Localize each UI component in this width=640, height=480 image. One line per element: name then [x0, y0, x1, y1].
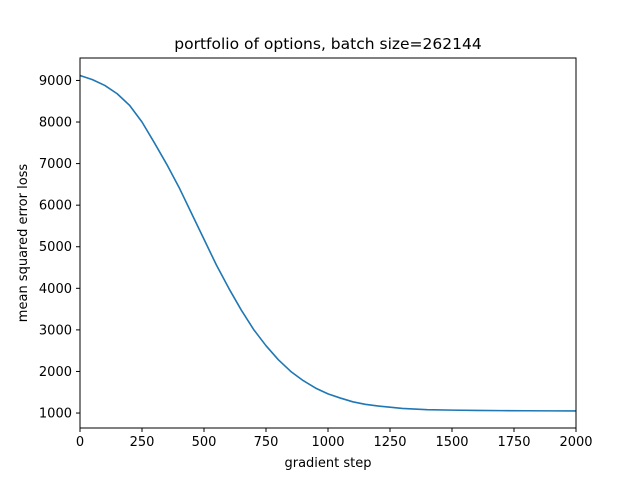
x-tick-label: 750	[254, 435, 279, 450]
y-tick-label: 7000	[39, 157, 72, 172]
x-tick-label: 1000	[311, 435, 344, 450]
x-axis-label: gradient step	[284, 456, 371, 471]
y-tick-label: 8000	[39, 116, 72, 131]
y-tick-label: 3000	[39, 323, 72, 338]
x-tick-label: 1750	[497, 435, 530, 450]
x-axis-ticks: 0 250 500 750 1000 1250 1500 1750 2000	[76, 428, 593, 450]
y-tick-label: 1000	[39, 407, 72, 422]
x-tick-label: 1250	[373, 435, 406, 450]
y-tick-label: 6000	[39, 199, 72, 214]
y-axis-label: mean squared error loss	[16, 164, 31, 323]
y-tick-label: 9000	[39, 74, 72, 89]
x-tick-label: 250	[130, 435, 155, 450]
chart-title: portfolio of options, batch size=262144	[174, 35, 481, 53]
y-tick-label: 2000	[39, 365, 72, 380]
axes-frame	[79, 57, 577, 429]
x-tick-label: 1500	[435, 435, 468, 450]
x-tick-label: 500	[192, 435, 217, 450]
y-tick-label: 5000	[39, 240, 72, 255]
plot-area	[79, 74, 577, 412]
y-tick-label: 4000	[39, 282, 72, 297]
loss-series-line	[79, 74, 577, 412]
x-tick-label: 0	[76, 435, 84, 450]
x-tick-label: 2000	[559, 435, 592, 450]
y-axis-ticks: 1000 2000 3000 4000 5000 6000 7000 8000 9000	[39, 74, 80, 422]
